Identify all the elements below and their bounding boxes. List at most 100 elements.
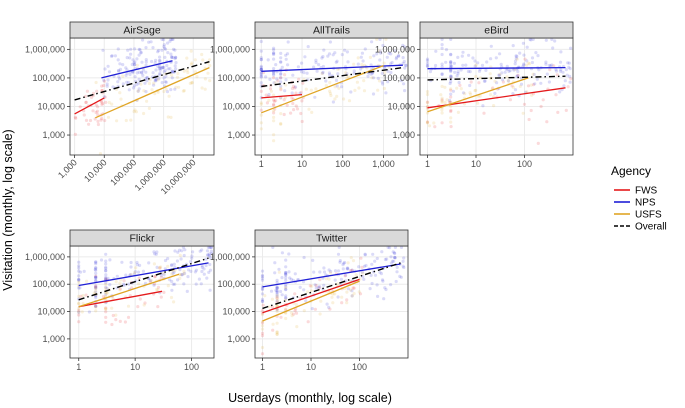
point-nps: [371, 76, 376, 80]
x-tick-label: 10: [471, 159, 481, 169]
point-fws: [425, 100, 430, 104]
point-nps: [322, 270, 327, 274]
point-nps: [298, 285, 302, 289]
point-usfs: [506, 78, 510, 83]
point-usfs: [150, 88, 154, 92]
point-fws: [260, 331, 265, 335]
point-nps: [508, 68, 512, 73]
point-nps: [456, 55, 460, 60]
point-usfs: [129, 273, 133, 277]
fit-line-overall: [262, 262, 401, 310]
point-nps: [461, 50, 465, 54]
point-fws: [569, 77, 573, 81]
point-nps: [157, 48, 161, 53]
point-nps: [170, 76, 174, 80]
point-nps: [519, 82, 524, 86]
point-nps: [381, 82, 385, 86]
point-nps: [312, 65, 316, 69]
point-nps: [545, 72, 549, 76]
point-nps: [94, 279, 98, 283]
point-fws: [301, 81, 305, 85]
point-nps: [497, 73, 501, 77]
point-usfs: [375, 37, 379, 42]
point-usfs: [425, 92, 430, 97]
legend-label: USFS: [635, 210, 662, 221]
point-usfs: [208, 58, 212, 62]
point-nps: [144, 70, 148, 74]
point-nps: [260, 299, 265, 304]
point-nps: [339, 277, 343, 281]
point-nps: [553, 39, 557, 43]
point-fws: [79, 294, 83, 298]
point-nps: [461, 91, 466, 95]
point-nps: [141, 269, 145, 273]
point-fws: [556, 110, 560, 114]
point-nps: [189, 269, 193, 273]
point-nps: [375, 52, 379, 56]
point-usfs: [193, 70, 197, 74]
point-nps: [334, 60, 338, 64]
point-nps: [489, 44, 493, 48]
point-fws: [328, 307, 332, 311]
point-nps: [284, 296, 288, 300]
point-usfs: [459, 87, 463, 91]
point-usfs: [511, 85, 515, 90]
point-nps: [444, 60, 448, 64]
point-nps: [393, 245, 397, 249]
point-usfs: [94, 309, 98, 313]
point-nps: [350, 268, 354, 272]
point-nps: [289, 277, 293, 281]
point-nps: [82, 269, 86, 273]
point-nps: [169, 88, 173, 92]
point-nps: [312, 270, 316, 274]
point-nps: [404, 64, 408, 68]
point-nps: [140, 71, 144, 75]
point-nps: [284, 57, 288, 61]
point-usfs: [440, 96, 444, 100]
scatter-points: [259, 37, 408, 143]
point-usfs: [290, 314, 294, 318]
point-usfs: [104, 291, 109, 295]
point-usfs: [94, 80, 98, 85]
point-nps: [340, 85, 344, 89]
point-fws: [449, 125, 453, 129]
fit-line-usfs: [261, 64, 384, 114]
point-nps: [94, 266, 98, 270]
point-nps: [362, 264, 366, 268]
point-nps: [449, 60, 453, 64]
point-fws: [279, 315, 283, 319]
fit-line-usfs: [262, 280, 360, 322]
point-nps: [194, 282, 198, 286]
point-fws: [85, 89, 89, 93]
point-nps: [522, 53, 526, 57]
point-nps: [498, 73, 502, 77]
point-nps: [116, 47, 120, 51]
point-nps: [275, 286, 279, 290]
point-nps: [310, 307, 314, 311]
point-nps: [366, 74, 370, 78]
point-usfs: [129, 118, 133, 122]
point-fws: [84, 100, 88, 105]
point-usfs: [329, 93, 333, 98]
point-nps: [94, 262, 98, 266]
point-fws: [508, 98, 512, 102]
point-nps: [275, 294, 279, 298]
point-nps: [77, 278, 81, 282]
point-fws: [123, 320, 127, 324]
point-usfs: [357, 290, 361, 294]
point-nps: [153, 79, 157, 83]
point-fws: [100, 116, 104, 121]
point-usfs: [336, 282, 340, 286]
point-nps: [378, 270, 382, 274]
point-usfs: [349, 256, 353, 260]
point-fws: [299, 111, 303, 116]
point-nps: [338, 259, 342, 263]
point-nps: [275, 281, 279, 285]
point-nps: [272, 48, 276, 52]
point-usfs: [132, 110, 136, 114]
fit-line-fws: [261, 93, 303, 99]
point-nps: [116, 68, 121, 73]
point-nps: [389, 261, 393, 265]
point-usfs: [273, 81, 277, 85]
point-nps: [158, 55, 162, 59]
